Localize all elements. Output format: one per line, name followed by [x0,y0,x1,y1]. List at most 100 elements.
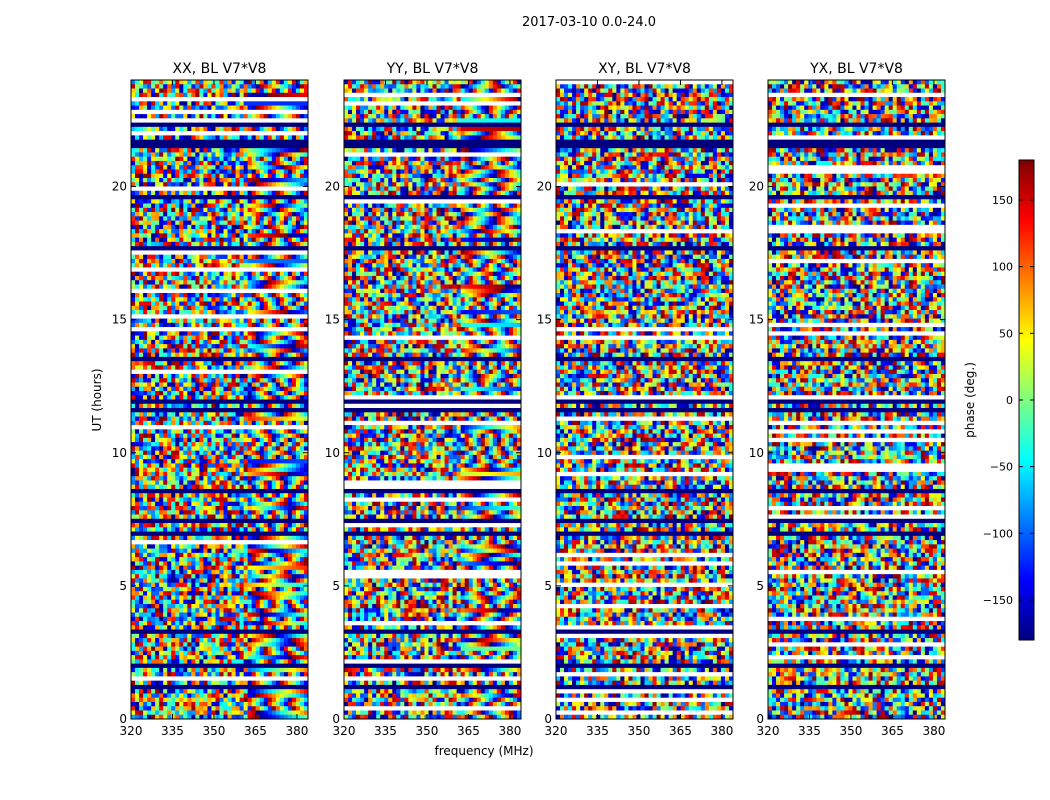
heatmap-cell [191,331,196,336]
heatmap-cell [155,446,160,451]
heatmap-cell [135,650,140,656]
heatmap-cell [143,437,148,443]
heatmap-cell [155,454,160,460]
heatmap-cell [251,454,257,460]
heatmap-cell [295,578,301,583]
heatmap-cell [287,395,293,400]
heatmap-cell [299,437,305,443]
heatmap-cell [215,506,220,511]
heatmap-cell [299,378,305,383]
heatmap-cell [279,212,285,217]
heatmap-cell [259,527,265,532]
heatmap-cell [171,105,176,111]
heatmap-cell [207,233,212,238]
heatmap-cell [211,433,216,439]
heatmap-cell [175,241,180,247]
heatmap-cell [263,574,269,579]
heatmap-cell [147,523,152,528]
heatmap-cell [275,642,281,647]
heatmap-cell [247,84,252,89]
heatmap-cell [203,578,208,583]
heatmap-cell [207,608,212,613]
heatmap-cell [187,510,192,515]
heatmap-cell [227,621,232,626]
heatmap-cell [167,642,172,647]
heatmap-cell [251,322,257,328]
heatmap-cell [267,344,273,349]
heatmap-cell [291,216,297,221]
heatmap-cell [263,650,269,656]
heatmap-cell [191,352,196,358]
heatmap-cell [275,331,281,336]
heatmap-cell [167,497,172,503]
heatmap-cell [159,203,164,209]
heatmap-cell [211,429,216,434]
heatmap-cell [203,433,208,439]
heatmap-cell [279,463,285,468]
heatmap-cell [167,582,172,588]
heatmap-cell [295,599,301,605]
heatmap-cell [267,586,273,592]
heatmap-cell [139,608,144,613]
heatmap-cell [239,190,244,196]
heatmap-cell [287,433,293,439]
heatmap-cell [267,608,273,613]
heatmap-cell [275,365,281,370]
heatmap-cell [239,463,244,468]
heatmap-cell [159,433,164,439]
heatmap-cell [195,114,200,119]
heatmap-cell [191,446,196,451]
heatmap-cell [199,173,204,179]
heatmap-cell [139,616,144,622]
heatmap-cell [155,497,160,503]
heatmap-cell [179,416,184,422]
heatmap-cell [135,412,140,417]
heatmap-cell [271,88,277,94]
heatmap-cell [131,599,136,605]
heatmap-cell [299,467,305,473]
heatmap-cell [247,152,252,157]
heatmap-cell [151,535,156,541]
heatmap-cell [195,386,200,392]
heatmap-cell [231,412,236,417]
heatmap-cell [183,437,188,443]
heatmap-cell [219,305,224,311]
heatmap-cell [231,203,236,209]
heatmap-cell [247,450,252,456]
heatmap-cell [243,386,248,392]
heatmap-cell [199,476,204,481]
heatmap-cell [271,625,277,630]
heatmap-cell [259,493,265,498]
heatmap-cell [251,84,257,89]
heatmap-cell [287,169,293,175]
heatmap-cell [175,442,180,447]
heatmap-cell [155,506,160,511]
heatmap-cell [291,552,297,558]
heatmap-cell [239,599,244,605]
heatmap-cell [275,182,281,187]
heatmap-cell [171,101,176,106]
heatmap-cell [283,616,289,622]
heatmap-cell [263,480,269,485]
heatmap-cell [243,646,248,652]
heatmap-cell [187,297,192,302]
heatmap-cell [239,305,244,311]
heatmap-cell [147,331,152,336]
heatmap-cell [135,386,140,392]
heatmap-cell [283,310,289,315]
heatmap-cell [183,365,188,370]
heatmap-cell [223,241,228,247]
heatmap-cell [175,92,180,98]
heatmap-cell [191,433,196,439]
heatmap-cell [147,348,152,353]
heatmap-cell [179,599,184,605]
heatmap-cell [199,114,204,119]
heatmap-cell [151,203,156,209]
heatmap-cell [195,182,200,187]
heatmap-cell [251,105,257,111]
heatmap-cell [227,301,232,307]
heatmap-cell [287,527,293,532]
heatmap-cell [303,638,309,643]
heatmap-cell [175,501,180,507]
heatmap-cell [251,459,257,464]
